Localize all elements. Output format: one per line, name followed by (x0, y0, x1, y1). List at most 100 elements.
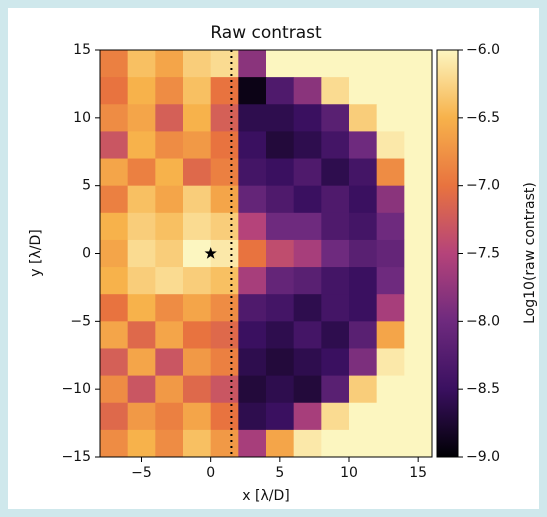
heatmap-cell (238, 239, 267, 268)
heatmap-cell (321, 158, 350, 187)
heatmap-cell (376, 348, 405, 377)
heatmap-cell (100, 185, 129, 214)
heatmap-cell (321, 267, 350, 295)
colorbar-label: Log10(raw contrast) (522, 182, 538, 324)
colorbar (436, 49, 459, 458)
heatmap-cell (293, 267, 322, 295)
heatmap-cell (100, 104, 129, 132)
heatmap-cell (238, 131, 267, 160)
heatmap-cell (266, 158, 295, 187)
heatmap-cell (127, 239, 156, 268)
heatmap-cell (238, 402, 267, 431)
heatmap-cell (404, 185, 432, 214)
heatmap-cell (376, 294, 405, 322)
heatmap-cell (293, 77, 322, 105)
heatmap-cell (155, 104, 184, 132)
heatmap-cell (183, 429, 212, 457)
heatmap-cell (210, 294, 239, 322)
heatmap-cell (321, 348, 350, 377)
heatmap-cell (155, 212, 184, 241)
heatmap-cell (100, 267, 129, 295)
colorbar-tick-label: −8.0 (466, 313, 500, 329)
heatmap-cell (127, 321, 156, 349)
heatmap-cell (376, 131, 405, 160)
heatmap-cell (183, 294, 212, 322)
heatmap-cell (349, 321, 378, 349)
heatmap-cell (210, 348, 239, 377)
colorbar-tick-label: −6.5 (466, 110, 500, 126)
heatmap-cell (183, 321, 212, 349)
heatmap-cell (238, 267, 267, 295)
heatmap-cell (238, 50, 267, 78)
star-marker (204, 247, 217, 259)
heatmap-cell (183, 77, 212, 105)
heatmap-cell (127, 131, 156, 160)
heatmap-cell (127, 212, 156, 241)
heatmap-cell (100, 429, 129, 457)
heatmap-cell (404, 402, 432, 431)
y-tick-label: −5 (70, 313, 91, 329)
heatmap-cell (404, 212, 432, 241)
heatmap-cell (238, 158, 267, 187)
heatmap-cell (349, 267, 378, 295)
heatmap-cell (266, 131, 295, 160)
heatmap-cell (100, 402, 129, 431)
x-tick-label: 15 (409, 465, 427, 481)
heatmap-cell (127, 185, 156, 214)
heatmap-cell (266, 212, 295, 241)
heatmap-cell (127, 104, 156, 132)
heatmap-cell (210, 429, 239, 457)
heatmap-cell (155, 375, 184, 404)
heatmap-cell (349, 429, 378, 457)
heatmap-cell (100, 50, 129, 78)
heatmap-cell (293, 294, 322, 322)
heatmap-cell (238, 375, 267, 404)
heatmap-cell (266, 239, 295, 268)
heatmap-cell (100, 239, 129, 268)
heatmap-cell (321, 402, 350, 431)
heatmap-cell (321, 131, 350, 160)
y-tick-label: −10 (61, 381, 91, 397)
heatmap-cell (210, 212, 239, 241)
heatmap-cell (210, 50, 239, 78)
heatmap-cell (376, 375, 405, 404)
heatmap-cell (376, 321, 405, 349)
heatmap-cell (238, 294, 267, 322)
heatmap-cell (349, 239, 378, 268)
heatmap-cell (404, 267, 432, 295)
heatmap-cell (404, 131, 432, 160)
heatmap-cell (349, 294, 378, 322)
heatmap-cell (238, 185, 267, 214)
colorbar-tick-label: −8.5 (466, 381, 500, 397)
colorbar-tick-label: −7.0 (466, 178, 500, 194)
heatmap-cell (293, 402, 322, 431)
y-tick-label: −15 (61, 449, 91, 465)
colorbar-tick-label: −9.0 (466, 449, 500, 465)
x-tick-label: 0 (206, 465, 215, 481)
heatmap-cell (266, 321, 295, 349)
heatmap-cell (266, 348, 295, 377)
heatmap-cell (183, 375, 212, 404)
heatmap-cell (100, 294, 129, 322)
heatmap-cell (266, 77, 295, 105)
heatmap-cell (127, 50, 156, 78)
colorbar-tick-label: −6.0 (466, 42, 500, 58)
heatmap-cell (155, 239, 184, 268)
heatmap-cell (349, 77, 378, 105)
y-tick-label: 0 (82, 246, 91, 262)
heatmap-cell (321, 212, 350, 241)
heatmap-cell (155, 267, 184, 295)
heatmap-cell (238, 104, 267, 132)
heatmap-cell (100, 348, 129, 377)
heatmap-cell (404, 77, 432, 105)
heatmap-cell (210, 131, 239, 160)
heatmap-cell (266, 185, 295, 214)
heatmap-cell (127, 348, 156, 377)
heatmap-cell (155, 348, 184, 377)
heatmap-cell (404, 429, 432, 457)
heatmap-cell (183, 50, 212, 78)
y-tick-label: 10 (73, 110, 91, 126)
heatmap-cell (404, 158, 432, 187)
heatmap-cell (349, 402, 378, 431)
